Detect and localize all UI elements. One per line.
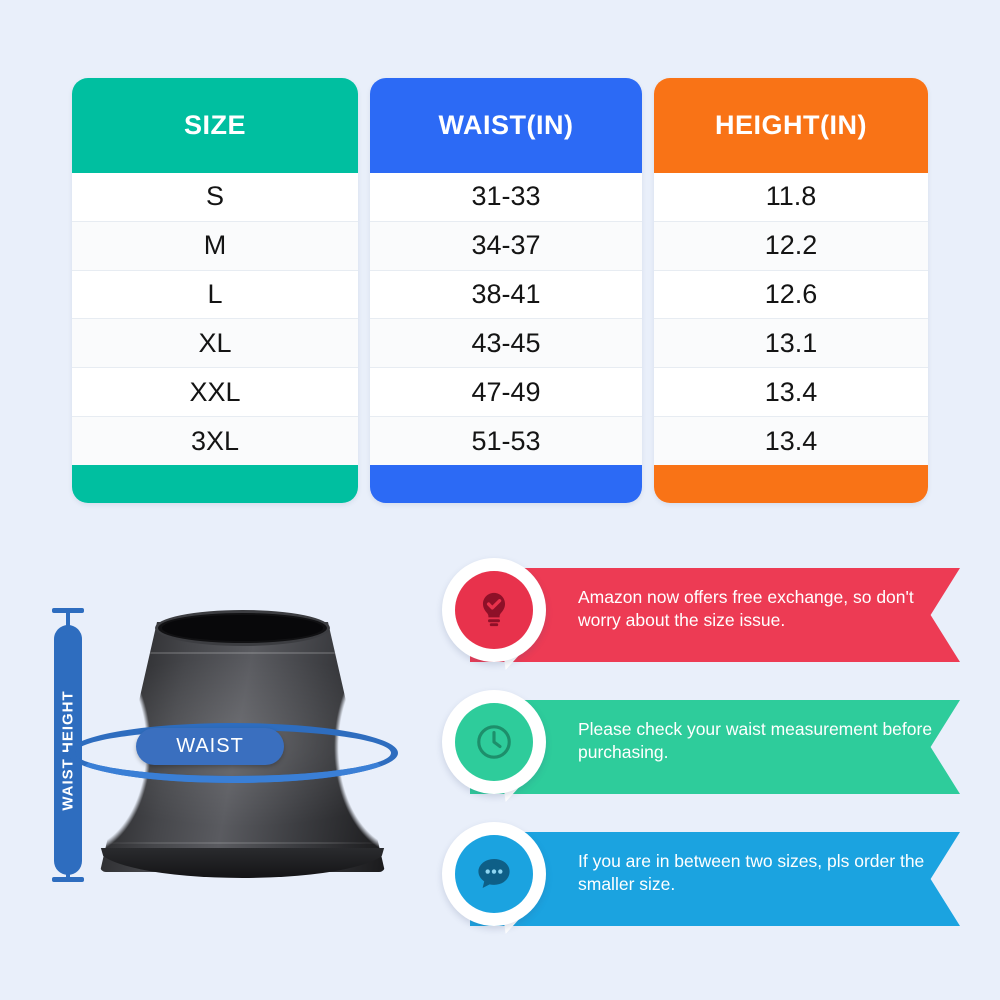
table-cell-height: 11.8	[654, 173, 928, 222]
column-body-waist: 31-33 34-37 38-41 43-45 47-49 51-53	[370, 173, 642, 465]
belt-seam-bottom	[108, 842, 376, 844]
table-cell-height: 13.4	[654, 417, 928, 465]
table-column-size: SIZE S M L XL XXL 3XL	[72, 78, 358, 503]
notice-badge	[442, 688, 550, 806]
table-cell-size: 3XL	[72, 417, 358, 465]
chat-bubble-icon	[455, 835, 533, 913]
waist-height-stem-top	[66, 611, 70, 633]
column-body-size: S M L XL XXL 3XL	[72, 173, 358, 465]
clock-icon	[455, 703, 533, 781]
lightbulb-check-icon	[455, 571, 533, 649]
table-cell-height: 13.1	[654, 319, 928, 369]
column-header-waist: WAIST(IN)	[370, 78, 642, 173]
table-column-waist: WAIST(IN) 31-33 34-37 38-41 43-45 47-49 …	[370, 78, 642, 503]
belt-bottom-edge	[100, 848, 385, 878]
table-cell-size: S	[72, 173, 358, 222]
table-cell-height: 12.6	[654, 270, 928, 320]
table-cell-height: 12.2	[654, 221, 928, 271]
notice-text: Amazon now offers free exchange, so don'…	[578, 587, 914, 630]
size-chart-table: SIZE S M L XL XXL 3XL WAIST(IN) 31-33 34…	[72, 78, 928, 503]
column-header-size: SIZE	[72, 78, 358, 173]
table-cell-waist: 51-53	[370, 417, 642, 465]
table-cell-waist: 34-37	[370, 221, 642, 271]
table-cell-waist: 31-33	[370, 173, 642, 222]
column-footer-waist	[370, 465, 642, 503]
table-cell-waist: 43-45	[370, 319, 642, 369]
table-cell-size: XL	[72, 319, 358, 369]
table-cell-size: L	[72, 270, 358, 320]
product-measurement-figure: WAIST HEIGHT WAIST	[18, 575, 418, 975]
table-cell-waist: 47-49	[370, 368, 642, 418]
waist-height-stem-bottom	[66, 860, 70, 882]
notices-list: Amazon now offers free exchange, so don'…	[440, 556, 980, 966]
notice-text: If you are in between two sizes, pls ord…	[578, 851, 925, 894]
waist-measure-ring-front	[68, 723, 398, 783]
table-cell-height: 13.4	[654, 368, 928, 418]
notice-ribbon	[470, 832, 960, 926]
notice-item: If you are in between two sizes, pls ord…	[440, 820, 960, 938]
column-footer-size	[72, 465, 358, 503]
column-body-height: 11.8 12.2 12.6 13.1 13.4 13.4	[654, 173, 928, 465]
notice-item: Amazon now offers free exchange, so don'…	[440, 556, 960, 674]
table-cell-size: M	[72, 221, 358, 271]
notice-text: Please check your waist measurement befo…	[578, 719, 933, 762]
belt-top-opening-inner	[162, 615, 323, 641]
waist-height-tick-top	[52, 608, 84, 613]
waist-height-tick-bottom	[52, 877, 84, 882]
notice-ribbon	[470, 700, 960, 794]
column-header-height: HEIGHT(IN)	[654, 78, 928, 173]
waist-label: WAIST	[176, 735, 244, 757]
notice-item: Please check your waist measurement befo…	[440, 688, 960, 806]
column-footer-height	[654, 465, 928, 503]
belt-seam-top	[150, 652, 335, 654]
notice-badge	[442, 820, 550, 938]
notice-ribbon	[470, 568, 960, 662]
table-cell-waist: 38-41	[370, 270, 642, 320]
waist-label-pill: WAIST	[136, 728, 284, 765]
table-cell-size: XXL	[72, 368, 358, 418]
notice-badge	[442, 556, 550, 674]
table-column-height: HEIGHT(IN) 11.8 12.2 12.6 13.1 13.4 13.4	[654, 78, 928, 503]
